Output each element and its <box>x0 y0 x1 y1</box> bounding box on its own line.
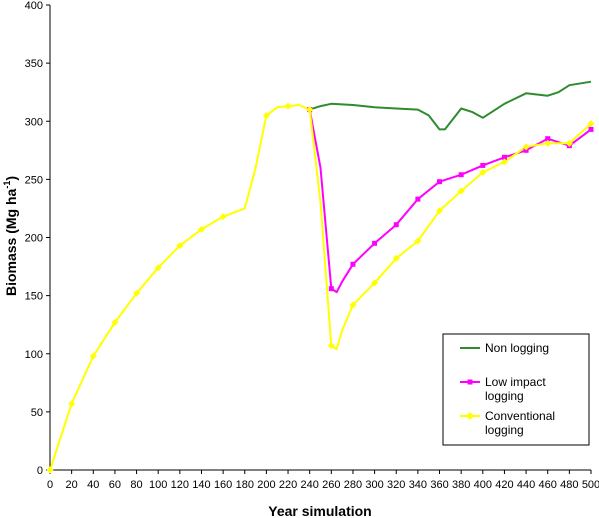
x-tick-label: 260 <box>322 479 340 491</box>
x-tick-label: 180 <box>236 479 254 491</box>
marker-conventional-logging <box>176 242 184 250</box>
legend-label-conventional-line2: logging <box>485 423 524 437</box>
x-tick-label: 0 <box>47 479 53 491</box>
y-tick-label: 100 <box>25 349 43 361</box>
y-tick-label: 150 <box>25 291 43 303</box>
x-tick-label: 140 <box>192 479 210 491</box>
y-axis-title-main: Biomass (Mg ha <box>3 188 19 296</box>
legend-label-low-impact-line1: Low impact <box>485 375 546 389</box>
marker-low-impact-logging <box>350 261 356 267</box>
marker-low-impact-logging <box>501 154 507 160</box>
marker-conventional-logging <box>68 400 76 408</box>
x-tick-label: 100 <box>149 479 167 491</box>
marker-conventional-logging <box>522 143 530 151</box>
marker-conventional-logging <box>46 466 54 474</box>
x-tick-label: 80 <box>130 479 142 491</box>
x-tick-label: 220 <box>279 479 297 491</box>
legend-marker-conventional <box>466 412 474 420</box>
marker-conventional-logging <box>89 352 97 360</box>
legend: Non logging Low impact logging Conventio… <box>442 333 590 446</box>
x-tick-label: 360 <box>430 479 448 491</box>
y-tick-label: 200 <box>25 233 43 245</box>
x-axis-title: Year simulation <box>268 503 371 518</box>
x-tick-label: 240 <box>301 479 319 491</box>
marker-conventional-logging <box>133 289 141 297</box>
marker-conventional-logging <box>500 158 508 166</box>
legend-label-low-impact: Low impact logging <box>485 375 549 403</box>
marker-low-impact-logging <box>458 172 464 178</box>
x-tick-label: 200 <box>257 479 275 491</box>
marker-conventional-logging <box>392 254 400 262</box>
x-tick-label: 460 <box>539 479 557 491</box>
x-tick-label: 280 <box>344 479 362 491</box>
marker-low-impact-logging <box>415 196 421 202</box>
marker-low-impact-logging <box>588 126 594 132</box>
legend-box <box>442 333 590 446</box>
marker-low-impact-logging <box>372 240 378 246</box>
legend-label-low-impact-line2: logging <box>485 389 524 403</box>
marker-conventional-logging <box>327 342 335 350</box>
y-tick-label: 300 <box>25 116 43 128</box>
marker-conventional-logging <box>154 264 162 272</box>
x-tick-label: 20 <box>66 479 78 491</box>
x-tick-label: 60 <box>109 479 121 491</box>
marker-low-impact-logging <box>437 179 443 185</box>
marker-conventional-logging <box>349 301 357 309</box>
series-line-non-logging <box>309 80 592 131</box>
marker-low-impact-logging <box>545 136 551 142</box>
marker-conventional-logging <box>306 106 314 114</box>
marker-conventional-logging <box>414 237 422 245</box>
y-tick-label: 50 <box>31 407 43 419</box>
x-tick-label: 480 <box>560 479 578 491</box>
marker-conventional-logging <box>197 225 205 233</box>
x-tick-label: 380 <box>452 479 470 491</box>
x-tick-label: 340 <box>409 479 427 491</box>
y-axis-title: Biomass (Mg ha-1) <box>2 176 19 296</box>
y-axis-title-sup: -1 <box>2 181 12 189</box>
y-axis-title-close: ) <box>3 176 19 181</box>
marker-low-impact-logging <box>393 222 399 228</box>
y-tick-label: 400 <box>25 0 43 12</box>
y-tick-label: 0 <box>37 465 43 477</box>
marker-conventional-logging <box>219 213 227 221</box>
legend-label-conventional-line1: Conventional <box>485 409 555 423</box>
marker-conventional-logging <box>544 139 552 147</box>
marker-conventional-logging <box>371 279 379 287</box>
marker-low-impact-logging <box>328 286 334 292</box>
x-tick-label: 40 <box>87 479 99 491</box>
x-tick-label: 440 <box>517 479 535 491</box>
x-tick-label: 300 <box>365 479 383 491</box>
x-tick-label: 320 <box>387 479 405 491</box>
marker-conventional-logging <box>284 102 292 110</box>
marker-low-impact-logging <box>480 162 486 168</box>
y-tick-label: 250 <box>25 174 43 186</box>
legend-label-conventional: Conventional logging <box>485 409 558 437</box>
x-tick-label: 500 <box>582 479 599 491</box>
x-tick-label: 120 <box>171 479 189 491</box>
series-markers <box>46 102 595 474</box>
x-tick-label: 400 <box>474 479 492 491</box>
marker-conventional-logging <box>587 120 595 128</box>
marker-conventional-logging <box>479 168 487 176</box>
x-tick-label: 420 <box>495 479 513 491</box>
x-tick-label: 160 <box>214 479 232 491</box>
marker-conventional-logging <box>565 139 573 147</box>
marker-conventional-logging <box>457 187 465 195</box>
y-tick-label: 350 <box>25 58 43 70</box>
marker-conventional-logging <box>262 111 270 119</box>
legend-marker-low-impact <box>467 379 473 385</box>
marker-conventional-logging <box>436 207 444 215</box>
series-line-conventional-logging <box>49 104 592 471</box>
marker-conventional-logging <box>111 318 119 326</box>
legend-label-non-logging: Non logging <box>485 341 549 355</box>
